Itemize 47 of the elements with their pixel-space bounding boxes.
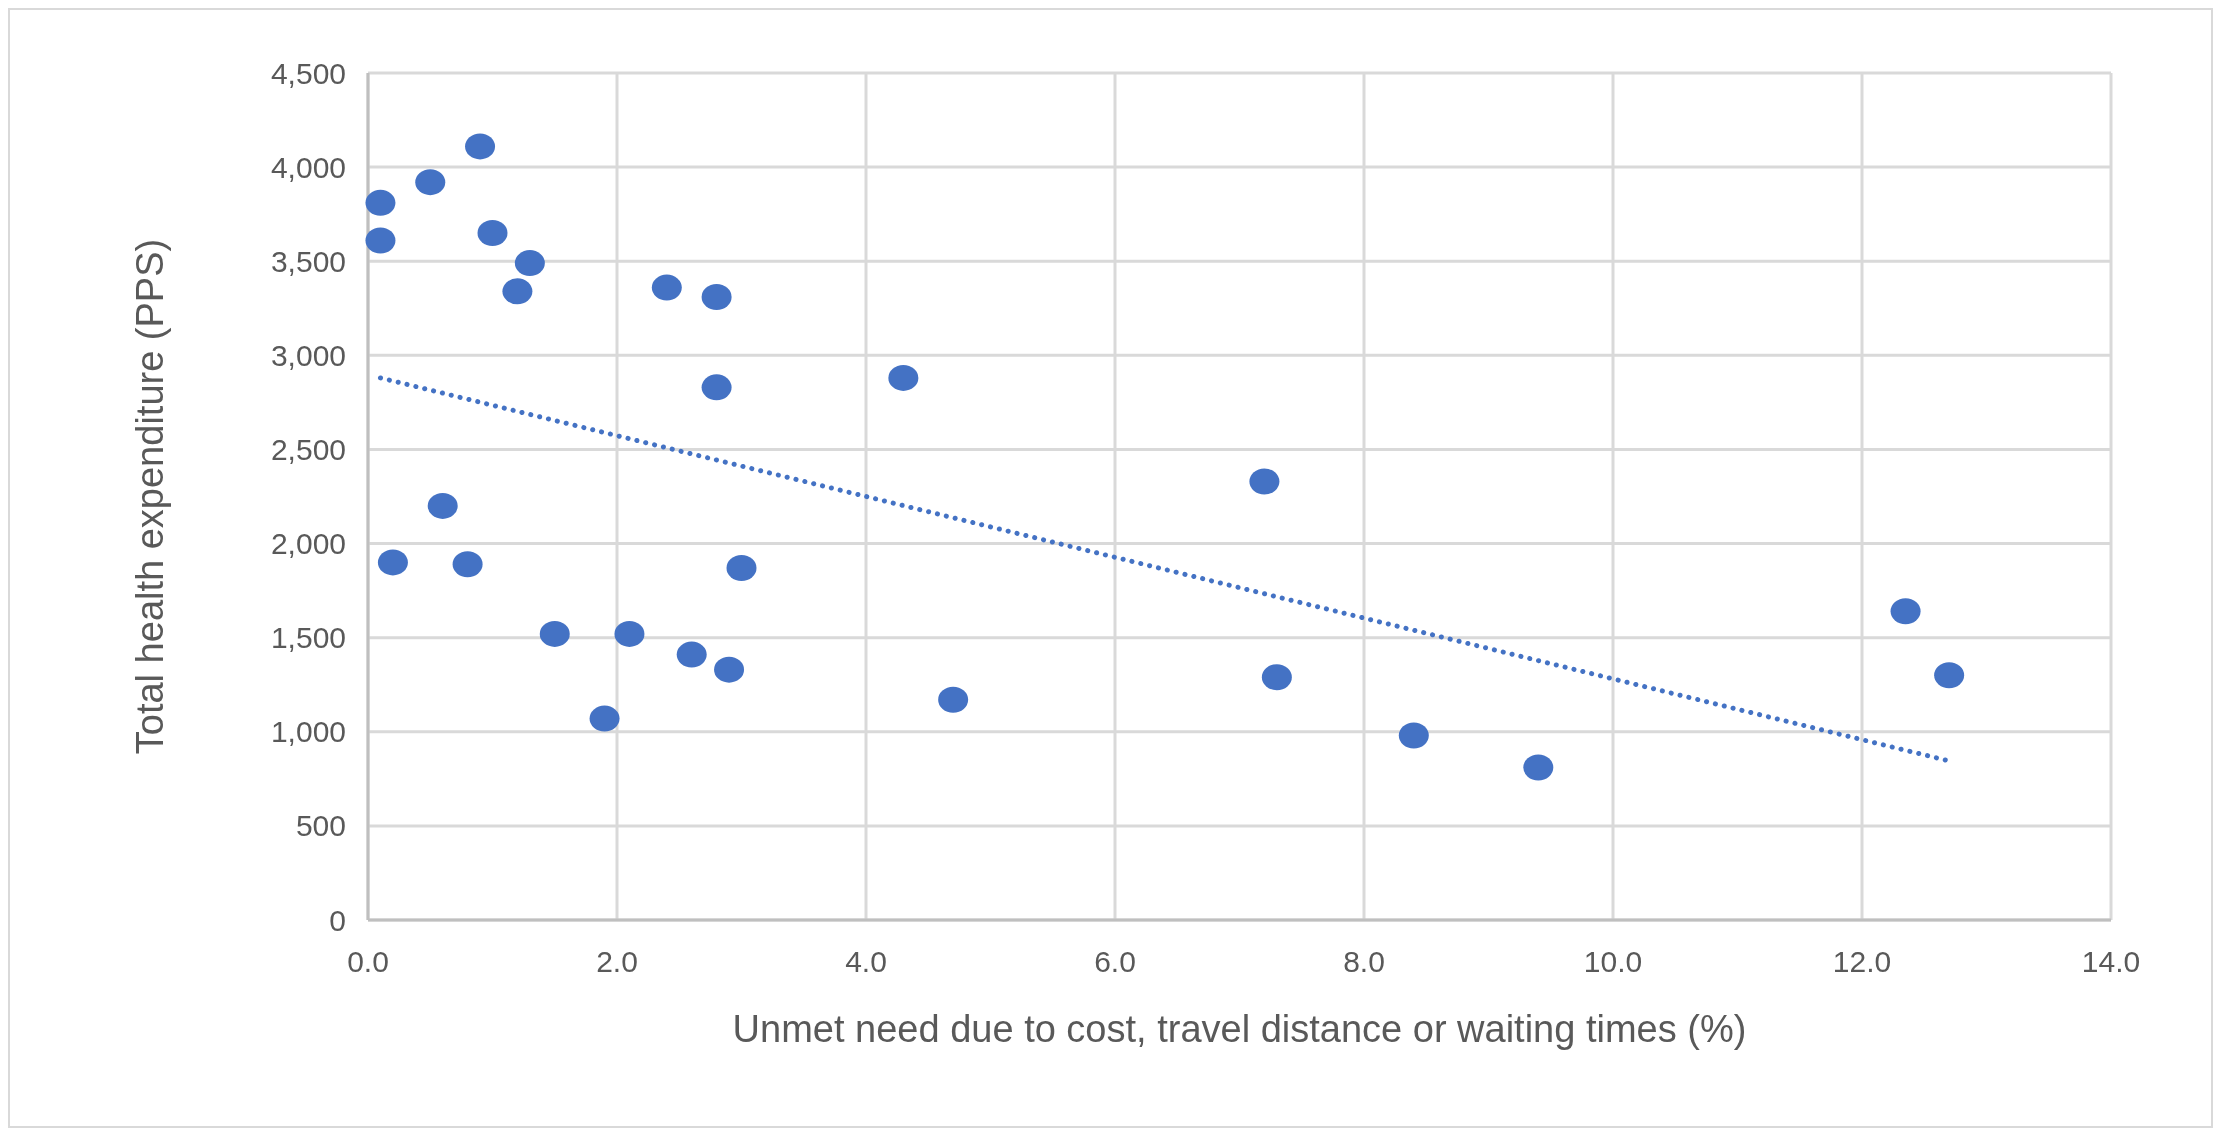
- point: [1249, 468, 1280, 495]
- point: [1890, 598, 1921, 625]
- y-tick-label: 3,500: [270, 244, 346, 278]
- x-tick-label: 14.0: [2081, 945, 2141, 978]
- y-tick-label: 500: [295, 809, 346, 843]
- x-tick-label: 10.0: [1583, 945, 1643, 978]
- point: [1934, 662, 1965, 689]
- point: [452, 551, 483, 578]
- y-tick-label: 2,500: [270, 432, 346, 466]
- point: [477, 219, 508, 246]
- point: [701, 374, 732, 401]
- point: [502, 278, 533, 305]
- point: [514, 250, 545, 277]
- point: [614, 620, 645, 647]
- point: [714, 656, 745, 683]
- point: [676, 641, 707, 668]
- point: [701, 283, 732, 310]
- point: [1398, 722, 1429, 749]
- y-tick-label: 4,500: [270, 56, 346, 90]
- point: [726, 555, 757, 582]
- point: [888, 364, 919, 391]
- point: [651, 274, 682, 301]
- x-tick-label: 12.0: [1832, 945, 1892, 978]
- y-tick-label: 4,000: [270, 150, 346, 184]
- point: [1523, 754, 1554, 781]
- point: [365, 227, 396, 254]
- y-axis-title: Total health expenditure (PPS): [129, 238, 171, 755]
- point: [377, 549, 408, 576]
- point: [589, 705, 620, 732]
- x-tick-label: 4.0: [845, 945, 887, 978]
- point: [427, 492, 458, 519]
- x-tick-label: 8.0: [1343, 945, 1385, 978]
- point: [465, 133, 496, 160]
- y-tick-label: 2,000: [270, 527, 346, 561]
- x-axis-title: Unmet need due to cost, travel distance or waiting times (%): [732, 1008, 1747, 1050]
- point: [415, 169, 446, 196]
- x-tick-label: 2.0: [596, 945, 638, 978]
- point: [1261, 664, 1292, 691]
- point: [539, 620, 570, 647]
- y-tick-label: 1,000: [270, 715, 346, 749]
- point: [365, 189, 396, 216]
- point: [938, 686, 969, 713]
- y-tick-label: 1,500: [270, 621, 346, 655]
- x-tick-label: 0.0: [347, 945, 389, 978]
- y-tick-label: 0: [329, 903, 346, 937]
- y-tick-label: 3,000: [270, 338, 346, 372]
- x-tick-label: 6.0: [1094, 945, 1136, 978]
